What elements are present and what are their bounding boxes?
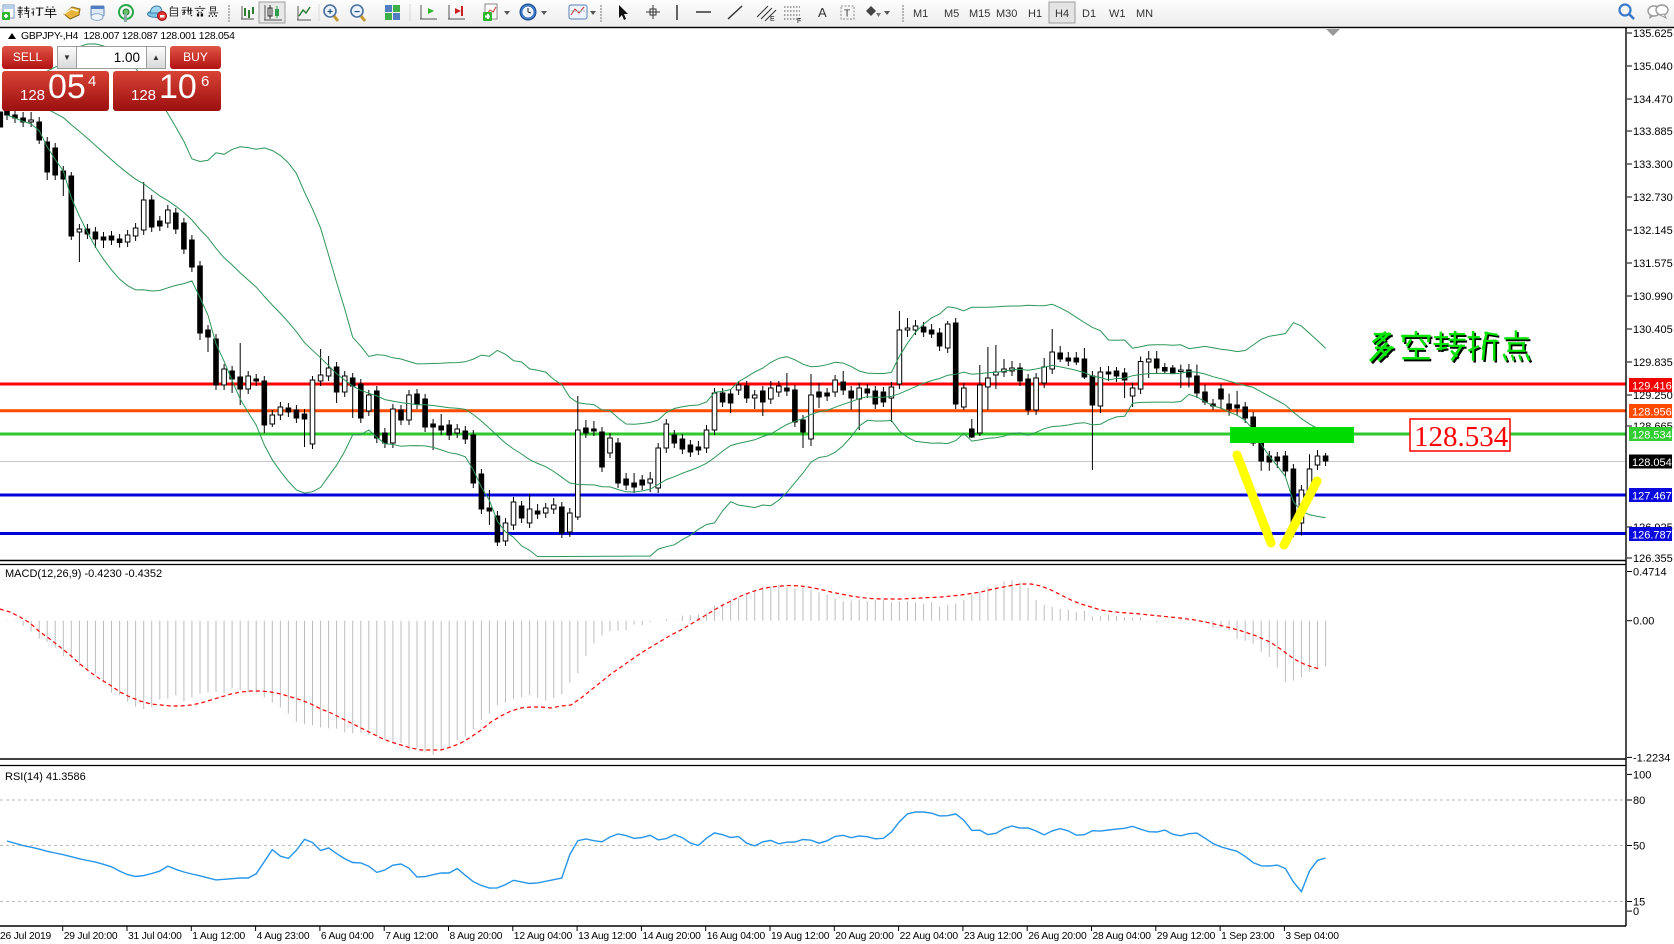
svg-text:26 Aug 20:00: 26 Aug 20:00 xyxy=(1028,931,1087,942)
svg-text:19 Aug 12:00: 19 Aug 12:00 xyxy=(771,931,830,942)
svg-text:A: A xyxy=(818,5,827,20)
svg-text:14 Aug 20:00: 14 Aug 20:00 xyxy=(642,931,701,942)
svg-text:MACD(12,26,9) -0.4230 -0.4352: MACD(12,26,9) -0.4230 -0.4352 xyxy=(5,568,162,580)
svg-text:129.416: 129.416 xyxy=(1632,381,1672,393)
svg-text:6 Aug 04:00: 6 Aug 04:00 xyxy=(321,931,374,942)
svg-text:H1: H1 xyxy=(1028,8,1042,20)
svg-text:H4: H4 xyxy=(1055,8,1069,20)
svg-text:31 Jul 04:00: 31 Jul 04:00 xyxy=(128,931,182,942)
svg-text:20 Aug 20:00: 20 Aug 20:00 xyxy=(835,931,894,942)
svg-text:M5: M5 xyxy=(944,8,959,20)
svg-text:133.885: 133.885 xyxy=(1633,126,1673,138)
svg-text:M30: M30 xyxy=(996,8,1017,20)
svg-text:132.145: 132.145 xyxy=(1633,225,1673,237)
svg-text:0.00: 0.00 xyxy=(1633,616,1654,628)
svg-text:28 Aug 04:00: 28 Aug 04:00 xyxy=(1093,931,1152,942)
svg-text:D1: D1 xyxy=(1082,8,1096,20)
svg-text:129.250: 129.250 xyxy=(1633,390,1673,402)
svg-text:16 Aug 04:00: 16 Aug 04:00 xyxy=(707,931,766,942)
svg-text:W1: W1 xyxy=(1109,8,1126,20)
svg-text:135.040: 135.040 xyxy=(1633,61,1673,73)
svg-text:29 Jul 20:00: 29 Jul 20:00 xyxy=(64,931,118,942)
svg-text:100: 100 xyxy=(1633,769,1651,781)
svg-text:1 Sep 23:00: 1 Sep 23:00 xyxy=(1221,931,1275,942)
svg-text:T: T xyxy=(844,9,850,20)
svg-text:7 Aug 12:00: 7 Aug 12:00 xyxy=(385,931,438,942)
svg-text:23 Aug 12:00: 23 Aug 12:00 xyxy=(964,931,1023,942)
svg-text:M15: M15 xyxy=(969,8,990,20)
svg-text:F: F xyxy=(797,18,801,25)
svg-text:29 Aug 12:00: 29 Aug 12:00 xyxy=(1157,931,1216,942)
svg-text:129.835: 129.835 xyxy=(1633,357,1673,369)
svg-text:8 Aug 20:00: 8 Aug 20:00 xyxy=(450,931,503,942)
svg-text:12 Aug 04:00: 12 Aug 04:00 xyxy=(514,931,573,942)
svg-text:0.4714: 0.4714 xyxy=(1633,567,1667,579)
svg-text:50: 50 xyxy=(1633,841,1645,853)
svg-text:RSI(14) 41.3586: RSI(14) 41.3586 xyxy=(5,771,86,783)
svg-text:1 Aug 12:00: 1 Aug 12:00 xyxy=(192,931,245,942)
svg-text:80: 80 xyxy=(1633,795,1645,807)
svg-text:13 Aug 12:00: 13 Aug 12:00 xyxy=(578,931,637,942)
svg-text:22 Aug 04:00: 22 Aug 04:00 xyxy=(900,931,959,942)
svg-text:126.787: 126.787 xyxy=(1632,530,1672,542)
svg-text:135.625: 135.625 xyxy=(1633,28,1673,40)
svg-text:128.054: 128.054 xyxy=(1632,457,1672,469)
svg-text:+: + xyxy=(327,7,333,18)
svg-text:128.534: 128.534 xyxy=(1632,430,1672,442)
svg-text:134.470: 134.470 xyxy=(1633,94,1673,106)
svg-text:133.300: 133.300 xyxy=(1633,159,1673,171)
svg-text:132.730: 132.730 xyxy=(1633,192,1673,204)
svg-text:−: − xyxy=(354,7,360,18)
svg-text:0: 0 xyxy=(1633,906,1639,918)
svg-text:-1.2234: -1.2234 xyxy=(1633,752,1670,764)
svg-text:3 Sep 04:00: 3 Sep 04:00 xyxy=(1285,931,1339,942)
svg-text:127.467: 127.467 xyxy=(1632,491,1672,503)
svg-text:M1: M1 xyxy=(913,8,928,20)
svg-text:15: 15 xyxy=(1633,897,1645,909)
svg-text:128.956: 128.956 xyxy=(1632,407,1672,419)
svg-text:126.355: 126.355 xyxy=(1633,553,1673,565)
svg-text:130.405: 130.405 xyxy=(1633,324,1673,336)
svg-text:MN: MN xyxy=(1136,8,1153,20)
svg-text:131.575: 131.575 xyxy=(1633,258,1673,270)
svg-text:130.990: 130.990 xyxy=(1633,291,1673,303)
svg-text:128.534: 128.534 xyxy=(1414,421,1509,453)
svg-text:4 Aug 23:00: 4 Aug 23:00 xyxy=(257,931,310,942)
svg-text:26 Jul 2019: 26 Jul 2019 xyxy=(0,931,52,942)
svg-text:E: E xyxy=(770,16,775,23)
